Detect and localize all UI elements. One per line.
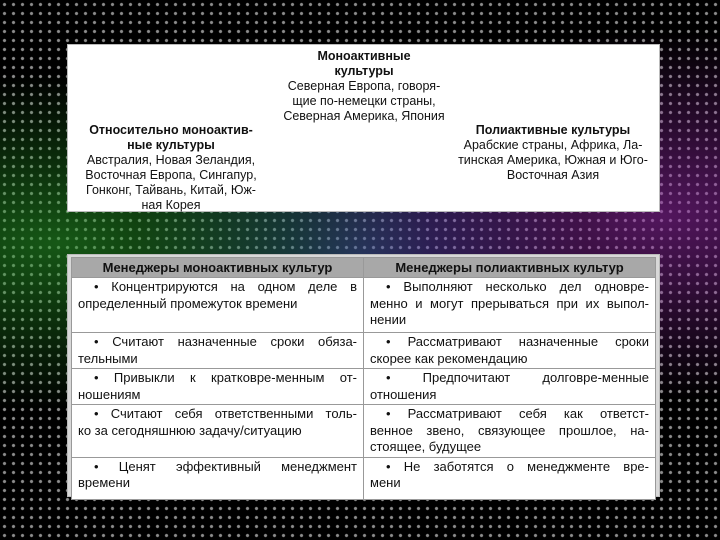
cell-line: ко за сегодняшнюю задачу/ситуацию: [78, 422, 302, 438]
block-text: Арабские страны, Африка, Ла-: [463, 138, 643, 152]
table-row: • Концентрируются на одном деле в определ…: [71, 277, 656, 333]
center-block: Моноактивные культуры Северная Европа, гов…: [264, 49, 464, 124]
cell-line: времени: [78, 475, 130, 490]
table-row: • Считают назначенные сроки обяза-тельны…: [71, 332, 656, 369]
block-title: Полиактивные культуры: [475, 123, 631, 137]
block-text: ная Корея: [141, 198, 201, 212]
table-cell: • Выполняют несколько дел одновре-менно …: [363, 277, 656, 333]
block-title: ные культуры: [127, 138, 215, 152]
table-row: • Считают себя ответственными толь-ко за…: [71, 404, 656, 458]
cell-line: стоящее, будущее: [370, 439, 482, 454]
cell-line: • Рассматривают себя как ответст-: [386, 406, 649, 421]
block-title: культуры: [334, 64, 394, 78]
cell-line: • Рассматривают назначенные сроки: [386, 334, 649, 349]
cell-line: • Ценят эффективный менеджмент: [94, 458, 357, 474]
cell-line: • Привыкли к кратковре-менным от-: [94, 370, 357, 385]
table-cell: • Концентрируются на одном деле в определ…: [71, 277, 364, 333]
cell-line: • Концентрируются на одном деле в: [94, 279, 357, 294]
cell-line: • Не заботятся о менеджменте вре-: [386, 458, 649, 474]
diagram-box: Моноактивные культуры Северная Европа, гов…: [67, 44, 660, 212]
column-header: Менеджеры полиактивных культур: [363, 257, 656, 278]
cell-line: нении: [370, 312, 407, 327]
table-cell: • Не заботятся о менеджменте вре-мени: [363, 456, 656, 500]
column-header: Менеджеры моноактивных культур: [71, 257, 364, 278]
table: Менеджеры моноактивных культур Менеджеры …: [71, 257, 656, 500]
block-text: щие по-немецки страны,: [292, 94, 436, 108]
table-cell: • Считают назначенные сроки обяза-тельны…: [71, 332, 364, 369]
right-block: Полиактивные культуры Арабские страны, Аф…: [453, 123, 653, 183]
block-text: Гонконг, Тайвань, Китай, Юж-: [86, 183, 256, 197]
table-cell: • Предпочитают долговре-менные отношения: [363, 368, 656, 405]
cell-line: скорее как рекомендацию: [370, 350, 528, 366]
block-text: Северная Америка, Япония: [283, 109, 445, 123]
table-cell: • Считают себя ответственными толь-ко за…: [71, 404, 364, 458]
table-cell: • Рассматривают назначенные сроки скорее …: [363, 332, 656, 369]
block-title: Моноактивные: [317, 49, 411, 63]
cell-line: тельными: [78, 350, 138, 366]
cell-line: определенный промежуток времени: [78, 295, 298, 311]
block-text: Восточная Европа, Сингапур,: [85, 168, 257, 182]
cell-line: мени: [370, 475, 401, 490]
cell-line: ношениям: [78, 386, 141, 402]
block-text: Австралия, Новая Зеландия,: [86, 153, 256, 167]
block-text: Северная Европа, говоря-: [287, 79, 441, 93]
cell-line: венное звено, связующее прошлое, на-: [370, 422, 649, 438]
block-text: тинская Америка, Южная и Юго-: [458, 153, 648, 167]
header-row: Менеджеры моноактивных культур Менеджеры …: [71, 257, 656, 278]
cell-line: • Считают себя ответственными толь-: [94, 406, 357, 421]
table-row: • Привыкли к кратковре-менным от-ношения…: [71, 368, 656, 405]
table-cell: • Рассматривают себя как ответст-венное …: [363, 404, 656, 458]
table-row: • Ценят эффективный менеджмент времени • Н…: [71, 456, 656, 500]
left-block: Относительно моноактив-ные культуры Австр…: [71, 123, 271, 213]
block-text: Восточная Азия: [506, 168, 600, 182]
table-cell: • Привыкли к кратковре-менным от-ношения…: [71, 368, 364, 405]
cell-line: • Предпочитают долговре-менные: [386, 370, 649, 385]
cell-line: • Считают назначенные сроки обяза-: [94, 334, 357, 349]
table-frame: Менеджеры моноактивных культур Менеджеры …: [67, 254, 660, 500]
table-cell: • Ценят эффективный менеджмент времени: [71, 456, 364, 500]
cell-line: отношения: [370, 386, 437, 402]
block-title: Относительно моноактив-: [89, 123, 253, 137]
cell-line: менно и могут прерываться при их выпол-: [370, 295, 649, 311]
cell-line: • Выполняют несколько дел одновре-: [386, 279, 649, 294]
